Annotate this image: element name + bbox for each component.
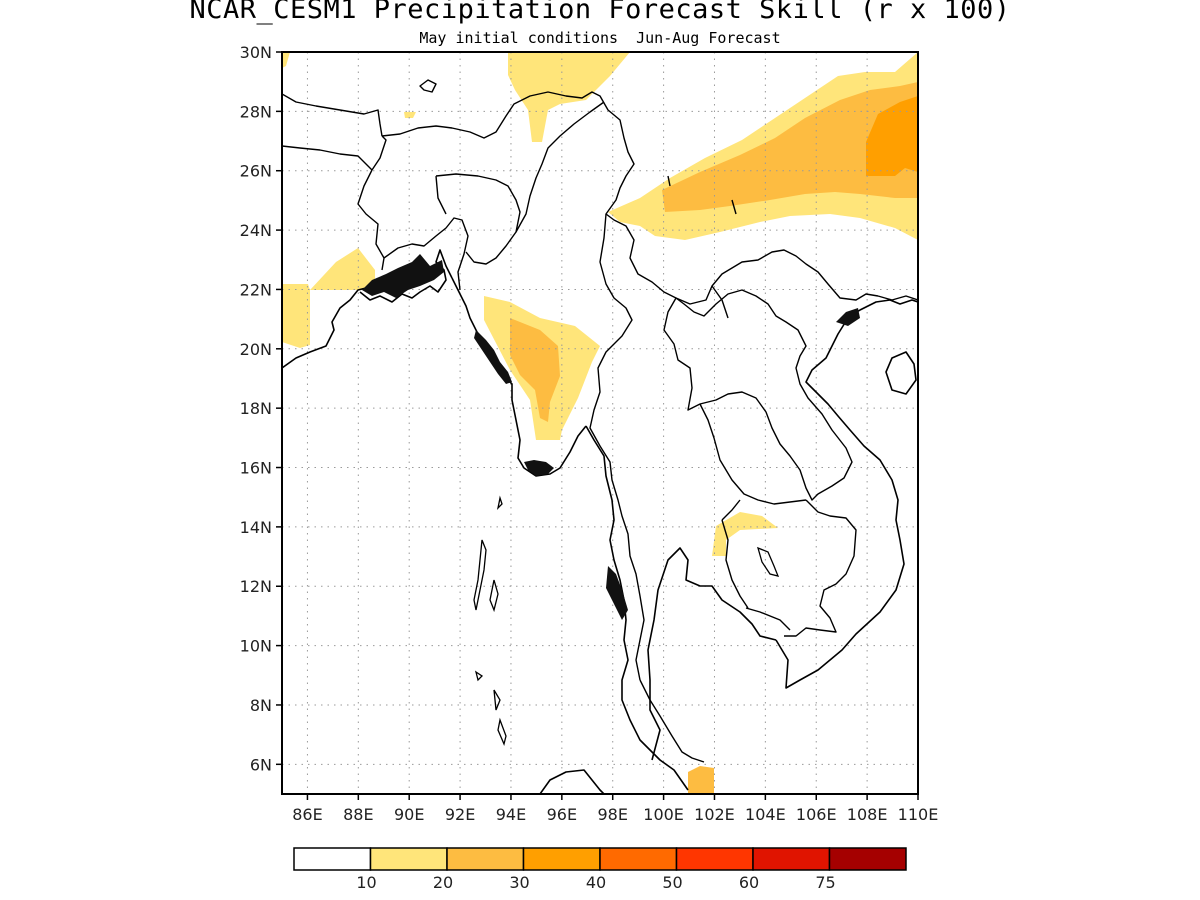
border-china-south [711,285,918,319]
skill-region-bhutan [404,112,416,118]
lon-label: 106E [796,805,837,824]
lon-label: 104E [745,805,786,824]
coast-sumatra [539,769,605,794]
lat-label: 6N [250,755,272,774]
coast-ganges-delta [359,249,453,303]
colorbar: 10 20 30 40 50 60 75 [293,847,907,892]
lon-label: 92E [445,805,475,824]
border-laos [663,289,853,501]
coast-irrawaddy-delta [524,460,554,476]
coast-gulf-thailand [647,547,777,761]
border-ne-india [435,173,521,265]
map-frame [281,51,919,795]
colorbar-swatch [599,847,678,871]
coast-myanmar-islands [474,330,512,384]
skill-region-china-mid [662,82,918,212]
coast-tenasserim [585,425,689,791]
latitude-labels: 6N 8N 10N 12N 14N 16N 18N 20N 22N 24N 26N 28N 30N [240,43,282,774]
lat-label: 24N [240,221,272,240]
skill-region-cambodia [712,512,778,556]
lon-label: 98E [597,805,627,824]
nicobar-islands [493,689,507,747]
border-bangladesh [357,169,469,291]
colorbar-label: 75 [815,873,835,892]
colorbar-label: 50 [662,873,682,892]
coast-india [282,287,367,369]
border-myanmar-east [515,101,605,233]
political-borders [282,79,918,763]
colorbar-label: 10 [356,873,376,892]
coast-vietnam [775,299,918,689]
lon-label: 102E [694,805,735,824]
colorbar-swatch [828,847,907,871]
tonle-sap-lake [757,546,780,577]
lat-label: 8N [250,696,272,715]
skill-region-myanmar-mid [510,318,560,422]
colorbar-swatch [675,847,754,871]
coastlines [282,249,918,794]
chart-subtitle: May initial conditions Jun-Aug Forecast [419,29,781,47]
border-cambodia [721,499,857,637]
longitude-labels: 86E 88E 90E 92E 94E 96E 98E 100E 102E 104E 106E 108… [292,794,938,824]
border-myanmar-thailand [589,213,645,681]
border-thailand-cambodia [699,403,807,521]
lat-label: 26N [240,162,272,181]
lon-label: 90E [394,805,424,824]
border-islands-tibet [419,79,737,215]
delta-fill [362,254,444,298]
coast-myanmar-west [451,277,587,477]
colorbar-swatch [293,847,372,871]
lon-label: 100E [643,805,684,824]
andaman-islands-2 [474,495,503,682]
andaman-islands [473,539,487,611]
colorbar-label: 30 [509,873,529,892]
lat-label: 16N [240,459,272,478]
skill-shading [282,52,918,794]
colorbar-swatch [369,847,448,871]
skill-region-bengal-west [282,248,375,348]
skill-region-malay [688,766,714,794]
coast-tonkin [836,308,860,326]
lat-label: 12N [240,577,272,596]
border-india-north [282,145,373,171]
lat-label: 10N [240,637,272,656]
lat-label: 20N [240,340,272,359]
lat-label: 14N [240,518,272,537]
lat-label: 22N [240,280,272,299]
lat-label: 18N [240,399,272,418]
colorbar-label: 40 [586,873,606,892]
border-thailand-malaysia [639,679,705,763]
border-sikkim [371,135,387,171]
lon-label: 94E [496,805,526,824]
skill-region-china-max [866,96,918,176]
lon-label: 96E [547,805,577,824]
mergui-islands [606,566,628,620]
lat-label: 30N [240,43,272,62]
lon-label: 88E [343,805,373,824]
lon-label: 86E [292,805,322,824]
colorbar-swatch [752,847,831,871]
lat-label: 28N [240,102,272,121]
colorbar-label: 60 [739,873,759,892]
colorbar-label: 20 [433,873,453,892]
border-nepal [282,93,383,137]
colorbar-swatch [522,847,601,871]
colorbar-swatch [446,847,525,871]
chart-title: NCAR_CESM1 Precipitation Forecast Skill … [189,0,1011,25]
coast-hainan [885,351,917,395]
skill-region-nw-corner [282,52,290,68]
lon-label: 110E [898,805,939,824]
lon-label: 108E [847,805,888,824]
